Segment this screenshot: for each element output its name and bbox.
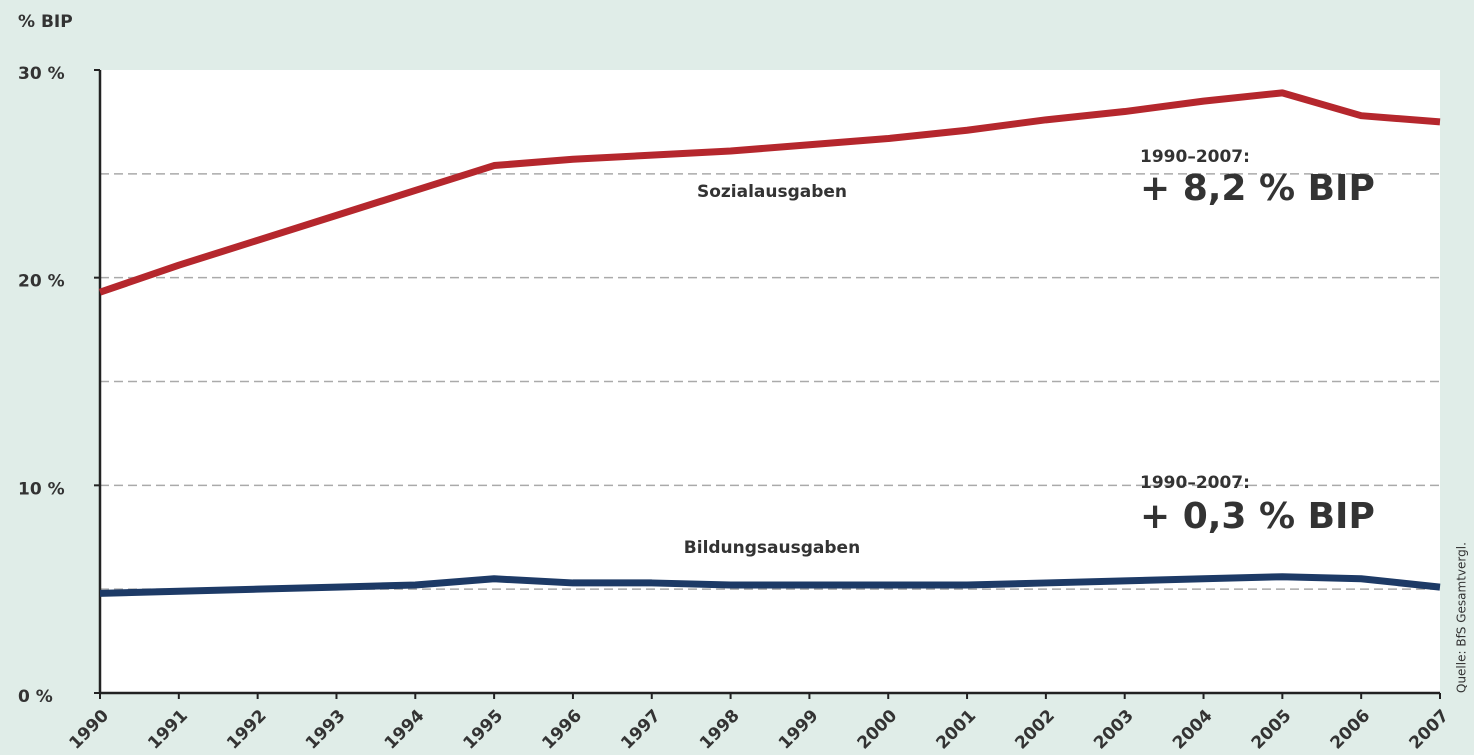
x-tick-label: 1998 (696, 706, 744, 754)
x-tick-label: 1997 (617, 706, 665, 754)
x-tick-label: 1995 (460, 706, 508, 754)
x-tick-label: 1990 (65, 706, 113, 754)
x-tick-label: 1992 (223, 706, 271, 754)
series-label: Bildungsausgaben (684, 538, 860, 558)
x-tick-label: 2006 (1327, 706, 1375, 754)
x-tick-label: 1994 (381, 706, 429, 754)
annotation-change: + 8,2 % BIP (1140, 168, 1375, 209)
x-tick-label: 1996 (538, 706, 586, 754)
y-axis-label: % BIP (18, 12, 73, 32)
x-tick-label: 1993 (302, 706, 350, 754)
x-tick-label: 2003 (1090, 706, 1138, 754)
x-tick-label: 2000 (854, 706, 902, 754)
y-tick-label: 20 % (18, 272, 65, 292)
x-tick-label: 1999 (775, 706, 823, 754)
annotation-period: 1990–2007: (1140, 473, 1250, 493)
x-tick-label: 2002 (1011, 706, 1059, 754)
y-tick-label: 10 % (18, 479, 65, 499)
source: Quelle: BfS Gesamtvergl. (1455, 542, 1469, 693)
y-tick-label: 0 % (18, 687, 53, 707)
annotation-change: + 0,3 % BIP (1140, 496, 1375, 537)
y-tick-label: 30 % (18, 64, 65, 84)
x-tick-label: 2007 (1405, 706, 1453, 754)
annotation-period: 1990–2007: (1140, 147, 1250, 167)
series-line (99, 573, 1441, 597)
series-label: Sozialausgaben (697, 182, 847, 202)
x-tick-label: 2004 (1169, 706, 1217, 754)
x-tick-label: 1991 (144, 706, 192, 754)
series-line (98, 89, 1441, 296)
x-tick-label: 2001 (933, 706, 981, 754)
x-tick-label: 2005 (1248, 706, 1296, 754)
